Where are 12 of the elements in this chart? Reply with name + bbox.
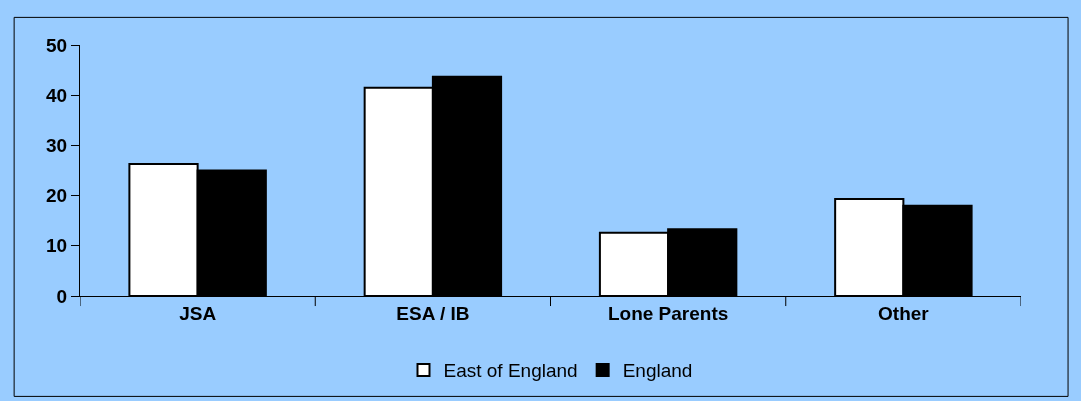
- y-tick-label: 20: [46, 185, 68, 207]
- y-tick-label: 50: [46, 34, 68, 56]
- x-tick-label: JSA: [179, 302, 217, 324]
- y-tick-label: 0: [56, 285, 68, 307]
- legend-label: England: [622, 360, 693, 382]
- x-tick-label: ESA / IB: [396, 302, 470, 324]
- y-tick-label: 40: [46, 84, 68, 106]
- y-tick-label: 30: [46, 135, 68, 157]
- y-tick-label: 10: [46, 235, 68, 257]
- legend-label: East of England: [443, 360, 578, 382]
- x-tick-label: Lone Parents: [607, 302, 729, 324]
- x-tick-label: Other: [878, 302, 930, 324]
